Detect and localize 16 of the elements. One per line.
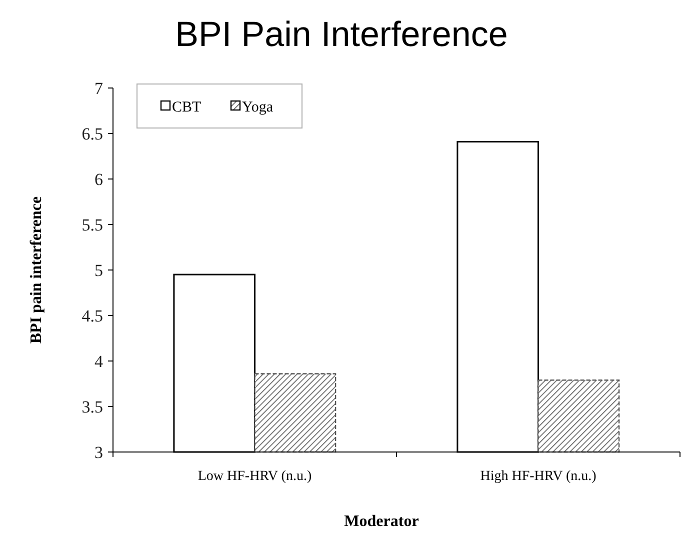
y-tick-label: 4.5	[82, 306, 103, 326]
x-axis-title: Moderator	[344, 513, 419, 530]
y-tick-label: 3	[94, 442, 103, 462]
y-axis-title: BPI pain interference	[28, 196, 45, 344]
chart-title: BPI Pain Interference	[175, 15, 508, 54]
legend-label: CBT	[172, 99, 202, 116]
y-tick-label: 5	[94, 260, 103, 280]
y-tick-label: 6.5	[82, 124, 103, 144]
y-tick-label: 5.5	[82, 215, 103, 234]
x-tick-label: High HF-HRV (n.u.)	[480, 469, 597, 484]
legend-label: Yoga	[242, 99, 274, 116]
y-tick-label: 7	[94, 78, 104, 98]
y-tick-label: 3.5	[82, 397, 103, 416]
y-tick-label: 6	[94, 170, 103, 189]
y-tick-label: 4	[94, 352, 104, 371]
x-tick-label: Low HF-HRV (n.u.)	[198, 469, 312, 484]
